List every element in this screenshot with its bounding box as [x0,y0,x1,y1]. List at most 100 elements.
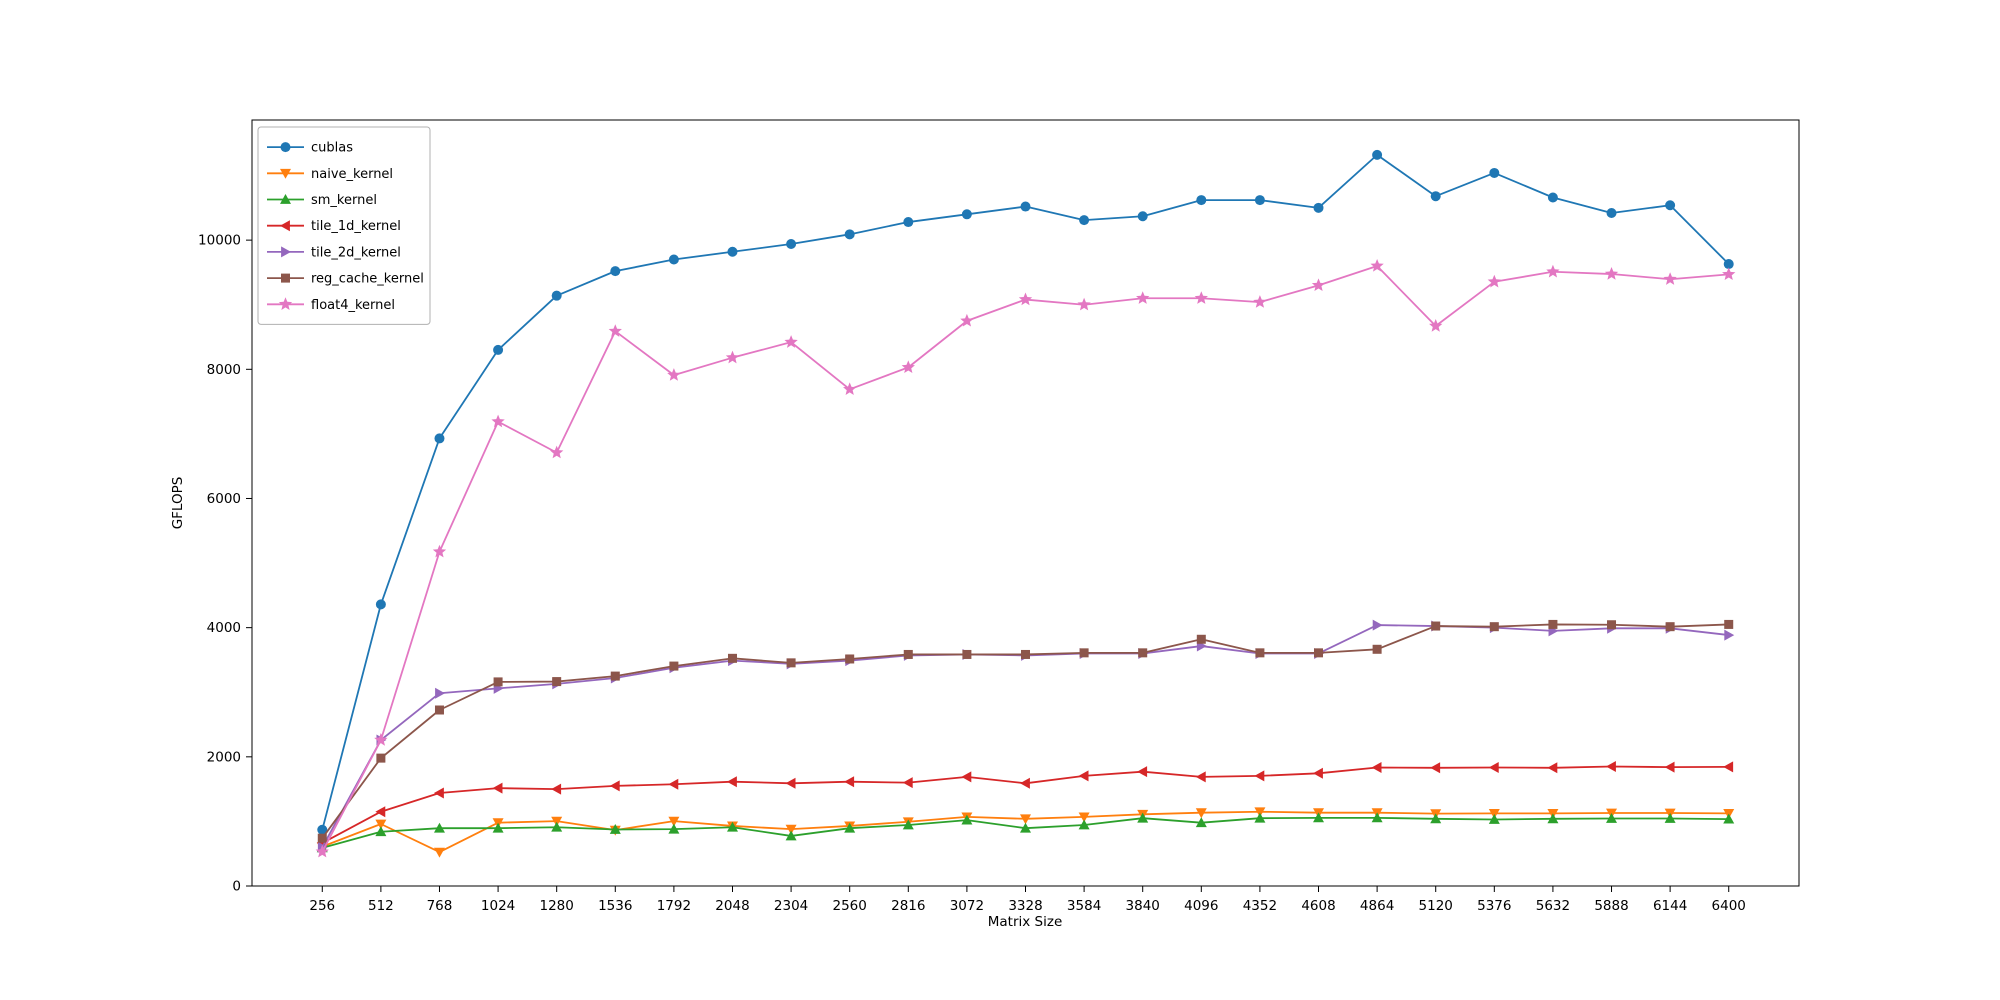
x-tick-label-2560: 2560 [833,898,867,914]
series-cublas-marker [844,229,855,240]
series-sm_kernel-marker [844,822,856,833]
x-tick-label-5120: 5120 [1419,898,1453,914]
x-tick-label-768: 768 [427,898,453,914]
series-reg_cache_kernel-marker [1489,622,1499,632]
series-sm_kernel-marker [609,823,621,834]
series-float4_kernel-marker [725,350,740,364]
series-tile_1d_kernel-marker [1313,767,1323,779]
legend-item-reg_cache_kernel-label: reg_cache_kernel [311,272,424,287]
series-sm_kernel-marker [1254,812,1266,823]
series-float4_kernel-marker [1429,319,1443,332]
series-sm_kernel-marker [1313,812,1325,823]
series-reg_cache_kernel-marker [1314,648,1324,658]
series-sm_kernel-marker [1664,813,1676,823]
series-reg_cache_kernel-marker [1021,649,1030,659]
legend-item-reg_cache_kernel-marker [281,273,290,283]
series-tile_1d_kernel-marker [1488,761,1499,773]
series-float4_kernel-marker [1311,278,1326,292]
y-tick-label-0: 0 [232,879,241,895]
legend-item-cublas-label: cublas [311,141,353,156]
series-naive_kernel-marker [433,847,445,858]
series-cublas-marker [551,290,562,301]
series-cublas-marker [375,599,386,610]
series-cublas-marker [493,344,504,355]
series-cublas-marker [1547,192,1558,203]
series-cublas-marker [727,246,738,257]
series-tile_1d_kernel-marker [668,778,679,790]
series-sm_kernel-marker [1488,813,1500,824]
series-tile_1d_kernel-marker [1606,761,1616,773]
series-naive_kernel-marker [1254,807,1266,818]
series-sm_kernel-marker [1430,813,1442,824]
legend-item-naive_kernel-label: naive_kernel [311,167,393,182]
x-tick-label-1792: 1792 [657,898,691,914]
x-tick-label-5888: 5888 [1594,898,1628,914]
series-cublas-marker [1254,195,1265,206]
series-tile_1d_kernel-marker [551,783,562,795]
series-reg_cache_kernel-marker [376,753,386,763]
legend-item-float4_kernel-marker [278,297,293,310]
x-tick-label-4352: 4352 [1243,898,1277,914]
x-tick-label-3328: 3328 [1008,898,1042,914]
series-reg_cache_kernel-marker [552,677,562,687]
legend-item-naive_kernel-marker [280,168,291,179]
legend-item-cublas-marker [280,142,291,153]
x-tick-label-2304: 2304 [774,898,808,914]
y-tick-label-6000: 6000 [207,491,241,507]
series-cublas-marker [786,239,797,250]
series-tile_1d_kernel-marker [609,780,620,792]
series-sm_kernel-marker [1371,812,1383,823]
series-cublas-marker [1665,200,1676,211]
series-tile_1d_kernel-marker [1020,777,1030,789]
plot-frame [251,119,1800,887]
series-tile_1d_kernel-marker [726,776,737,788]
series-float4_kernel-marker [901,360,915,374]
y-tick-label-10000: 10000 [198,233,241,249]
x-tick-label-1536: 1536 [598,898,632,914]
series-cublas-marker [668,254,679,265]
series-cublas-marker [1196,195,1207,206]
series-tile_2d_kernel-marker [435,687,445,699]
x-tick-label-512: 512 [368,898,394,914]
series-tile_1d_kernel-marker [1664,761,1675,773]
series-reg_cache_kernel-marker [1607,620,1617,630]
series-cublas-marker [1020,201,1031,212]
y-tick-label-2000: 2000 [207,749,241,765]
series-sm_kernel-marker [433,822,445,833]
series-reg_cache_kernel-marker [669,661,679,671]
series-cublas-marker [434,433,445,444]
series-reg_cache_kernel-marker [845,654,855,664]
series-naive_kernel-marker [1488,808,1500,819]
series-float4_kernel-line [321,265,1729,853]
x-tick-label-2048: 2048 [715,898,749,914]
series-cublas-marker [610,266,621,277]
series-sm_kernel-marker [551,821,563,832]
series-tile_1d_kernel-marker [433,787,444,799]
series-float4_kernel-marker [1722,267,1736,281]
series-cublas-marker [1489,167,1500,178]
series-reg_cache_kernel-marker [317,833,327,843]
series-sm_kernel-marker [785,830,797,841]
series-reg_cache_kernel-marker [434,705,444,715]
series-tile_1d_kernel-marker [902,777,913,789]
x-tick-label-4096: 4096 [1184,898,1218,914]
series-cublas-marker [1430,191,1441,202]
series-float4_kernel-marker [1077,297,1091,311]
x-tick-label-5632: 5632 [1536,898,1570,914]
x-tick-label-1280: 1280 [540,898,574,914]
legend-item-tile_2d_kernel-marker [281,246,291,258]
series-naive_kernel-marker [1020,814,1031,825]
series-cublas-marker [1079,215,1090,226]
series-naive_kernel-marker [668,816,680,827]
series-naive_kernel-marker [551,816,563,827]
series-reg_cache_kernel-marker [1548,619,1558,629]
x-tick-label-4864: 4864 [1360,898,1394,914]
series-float4_kernel-marker [1604,267,1619,280]
series-cublas-marker [903,217,914,228]
series-reg_cache_kernel-marker [903,649,913,659]
x-tick-label-1024: 1024 [481,898,515,914]
series-tile_1d_kernel-marker [1137,766,1148,778]
series-tile_1d_kernel-marker [1078,770,1089,782]
series-reg_cache_kernel-marker [727,653,737,663]
series-sm_kernel-marker [1195,817,1207,828]
